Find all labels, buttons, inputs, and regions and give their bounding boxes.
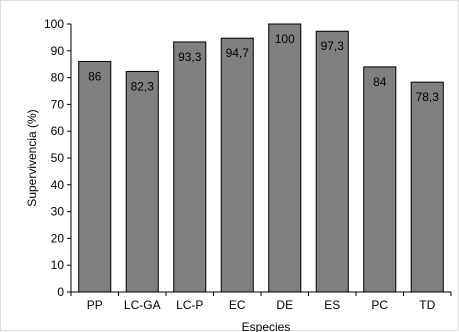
x-tick-label: EC xyxy=(229,298,246,312)
data-label: 84 xyxy=(373,75,387,89)
x-axis-title: Especies xyxy=(242,320,291,332)
data-label: 78,3 xyxy=(416,90,440,104)
bar-td xyxy=(410,81,444,293)
bars-layer xyxy=(78,23,444,293)
y-tick-label: 50 xyxy=(51,151,65,165)
data-label: 86 xyxy=(88,70,102,84)
bar-pp xyxy=(78,61,112,293)
data-label: 94,7 xyxy=(226,46,250,60)
y-tick-label: 90 xyxy=(51,44,65,58)
axes-layer xyxy=(67,23,452,296)
x-tick-label: LC-P xyxy=(176,298,203,312)
x-tick-label: PP xyxy=(87,298,103,312)
data-label: 97,3 xyxy=(321,39,345,53)
y-tick-label: 60 xyxy=(51,124,65,138)
x-tick-label: DE xyxy=(276,298,293,312)
bar-ec xyxy=(220,37,254,293)
y-tick-label: 20 xyxy=(51,231,65,245)
y-tick-label: 0 xyxy=(57,285,64,299)
y-tick-label: 70 xyxy=(51,97,65,111)
bar-lc-ga xyxy=(125,70,159,293)
bar-pc xyxy=(363,66,397,293)
bar-lc-p xyxy=(173,41,207,293)
x-tick-label: TD xyxy=(419,298,435,312)
y-tick-label: 40 xyxy=(51,178,65,192)
data-label: 93,3 xyxy=(178,50,202,64)
bar-de xyxy=(268,23,302,293)
data-label: 100 xyxy=(275,32,295,46)
data-label: 82,3 xyxy=(131,79,155,93)
x-tick-label: ES xyxy=(324,298,340,312)
x-tick-label: PC xyxy=(371,298,388,312)
y-tick-label: 10 xyxy=(51,258,65,272)
bar-es xyxy=(315,30,349,293)
labels-layer: 0 10 20 30 40 50 60 70 80 90 100 86 PP 82,3 LC-GA 93,3 L… xyxy=(44,17,439,312)
y-axis-title: Supervivencia (%) xyxy=(25,109,39,206)
x-tick-label: LC-GA xyxy=(124,298,161,312)
y-tick-label: 30 xyxy=(51,205,65,219)
y-tick-label: 100 xyxy=(44,17,64,31)
y-tick-label: 80 xyxy=(51,71,65,85)
